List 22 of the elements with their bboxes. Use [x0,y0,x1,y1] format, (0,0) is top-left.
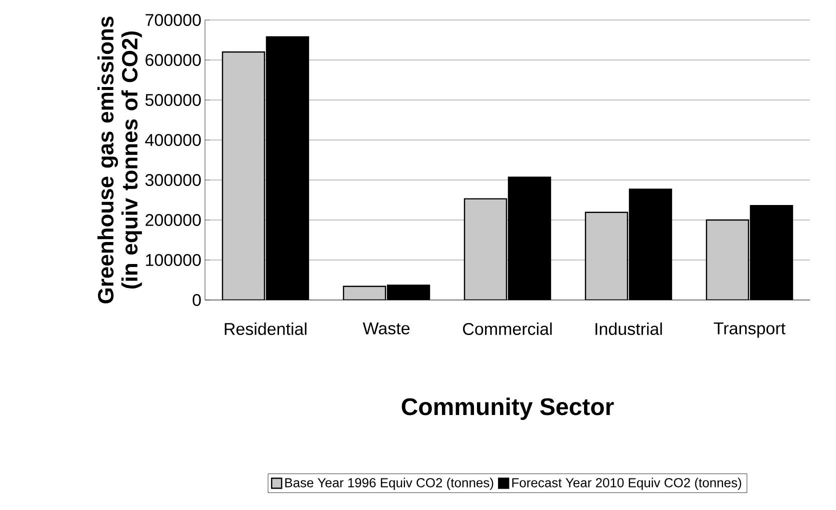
x-tick-label: Commercial [463,322,552,336]
x-axis-title: Community Sector [402,398,614,420]
bar [464,198,508,300]
x-tick-label: Waste [362,322,410,334]
y-tick-label: 400000 [145,134,201,146]
y-tick-label: 0 [192,294,201,306]
x-tick-label: Industrial [596,322,662,336]
y-tick-label: 200000 [146,214,201,226]
bar [706,219,750,300]
x-tick-label: Transport [714,322,786,338]
y-tick-label: 500000 [145,94,201,106]
y-tick-label: 700000 [146,14,201,26]
y-tick-label: 100000 [146,254,201,266]
bar [222,51,266,300]
bar [344,286,386,300]
legend-label: Base Year 1996 Equiv CO2 (tonnes) [285,478,494,490]
bar [584,212,628,300]
x-tick-label: Residential [224,322,306,336]
y-tick-label: 600000 [146,54,201,66]
y-axis-title: Greenhouse gas emissions (in equiv tonnes of CO2) [97,16,142,304]
y-tick-label: 300000 [145,174,201,186]
legend-label: Forecast Year 2010 Equiv CO2 (tonnes) [512,478,742,490]
